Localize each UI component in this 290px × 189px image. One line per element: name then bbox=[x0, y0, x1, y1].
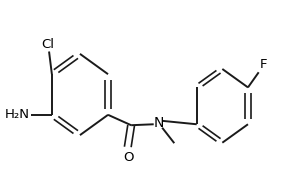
Text: O: O bbox=[123, 151, 134, 164]
Text: Cl: Cl bbox=[41, 38, 54, 51]
Text: F: F bbox=[260, 58, 268, 71]
Text: H₂N: H₂N bbox=[4, 108, 29, 121]
Text: N: N bbox=[154, 116, 164, 130]
